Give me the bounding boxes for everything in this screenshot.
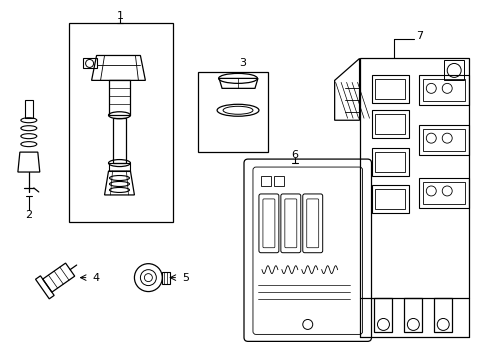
- Bar: [108, 163, 130, 171]
- Bar: [375, 114, 405, 134]
- Bar: [433, 298, 451, 332]
- Bar: [375, 189, 405, 209]
- Bar: [261, 176, 270, 186]
- Text: 2: 2: [25, 210, 32, 220]
- Bar: [371, 110, 408, 138]
- Bar: [419, 125, 468, 155]
- Bar: [371, 75, 408, 103]
- Bar: [108, 80, 130, 115]
- Bar: [419, 178, 468, 208]
- Bar: [419, 75, 468, 105]
- Bar: [112, 118, 126, 163]
- Bar: [375, 152, 405, 172]
- Text: 1: 1: [117, 11, 124, 21]
- Text: 5: 5: [182, 273, 188, 283]
- Bar: [25, 100, 33, 118]
- Bar: [371, 185, 408, 213]
- Bar: [371, 148, 408, 176]
- Bar: [423, 182, 464, 204]
- Bar: [68, 23, 173, 222]
- Bar: [374, 298, 392, 332]
- Bar: [443, 60, 463, 80]
- Bar: [423, 129, 464, 151]
- Bar: [404, 298, 422, 332]
- Bar: [375, 80, 405, 99]
- Bar: [273, 176, 283, 186]
- Text: 4: 4: [92, 273, 99, 283]
- Bar: [198, 72, 267, 152]
- Text: 7: 7: [415, 31, 422, 41]
- Bar: [423, 80, 464, 101]
- Text: 6: 6: [291, 150, 298, 160]
- Bar: [359, 58, 468, 298]
- Text: 3: 3: [239, 58, 246, 68]
